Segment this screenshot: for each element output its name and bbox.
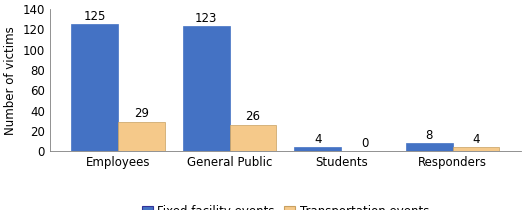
Bar	[295, 147, 341, 151]
Text: 4: 4	[314, 133, 321, 146]
Text: 125: 125	[83, 10, 106, 23]
Text: 4: 4	[472, 133, 480, 146]
Text: 29: 29	[134, 107, 149, 120]
Legend: Fixed facility events, Transportation events: Fixed facility events, Transportation ev…	[140, 203, 431, 210]
Bar	[183, 26, 229, 151]
Bar	[71, 24, 118, 151]
Bar	[118, 122, 165, 151]
Text: 0: 0	[361, 137, 368, 150]
Text: 123: 123	[195, 12, 217, 25]
Bar	[453, 147, 499, 151]
Bar	[406, 143, 453, 151]
Text: 26: 26	[246, 110, 260, 123]
Text: 8: 8	[425, 129, 433, 142]
Bar	[229, 125, 277, 151]
Y-axis label: Number of victims: Number of victims	[4, 26, 17, 135]
